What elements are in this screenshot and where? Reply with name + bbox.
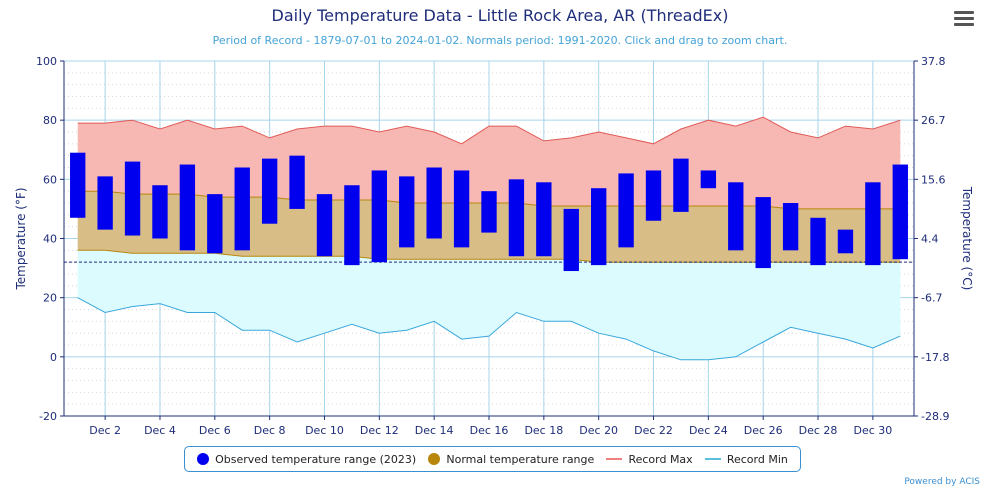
observed-range-bar <box>865 182 881 266</box>
y-tick-label: 60 <box>43 173 57 186</box>
observed-range-bar <box>179 164 196 251</box>
observed-range-bar <box>673 158 689 212</box>
x-tick-label: Dec 30 <box>853 424 892 437</box>
observed-range-bar <box>700 170 717 189</box>
record-max-band <box>77 117 901 209</box>
y-axis-title: Temperature (°F) <box>14 187 28 290</box>
observed-range-bar <box>261 158 278 224</box>
x-tick-label: Dec 8 <box>254 424 286 437</box>
observed-range-bar <box>508 179 525 257</box>
observed-range-bar <box>344 185 360 266</box>
y-tick-label: 100 <box>36 55 57 68</box>
y-tick-label: 20 <box>43 292 57 305</box>
y2-tick-label: 15.6 <box>921 173 946 186</box>
y-tick-label: 80 <box>43 114 57 127</box>
legend-marker-normal <box>428 453 441 465</box>
observed-range-bar <box>755 197 771 269</box>
x-tick-label: Dec 4 <box>144 424 176 437</box>
hamburger-menu-icon[interactable] <box>950 8 978 30</box>
observed-range-bar <box>97 176 113 230</box>
y2-tick-label: 4.4 <box>921 233 939 246</box>
legend-label-record-max: Record Max <box>628 452 693 466</box>
x-tick-label: Dec 22 <box>634 424 673 437</box>
observed-range-bar <box>892 164 908 260</box>
y2-tick-label: 37.8 <box>921 55 946 68</box>
legend-marker-record-max <box>606 458 623 460</box>
legend-item-record-min[interactable]: Record Min <box>704 452 788 466</box>
legend-marker-record-min <box>704 458 721 460</box>
observed-range-bar <box>810 217 826 266</box>
x-tick-label: Dec 2 <box>89 424 121 437</box>
observed-range-bar <box>536 182 552 257</box>
y2-tick-label: -17.8 <box>921 351 949 364</box>
observed-range-bar <box>837 229 854 254</box>
observed-range-bar <box>289 155 305 209</box>
legend-item-normal[interactable]: Normal temperature range <box>428 453 594 466</box>
x-tick-label: Dec 20 <box>579 424 618 437</box>
legend-item-observed[interactable]: Observed temperature range (2023) <box>197 453 416 466</box>
chart-title: Daily Temperature Data - Little Rock Are… <box>271 6 729 25</box>
chart-subtitle: Period of Record - 1879-07-01 to 2024-01… <box>212 34 788 47</box>
observed-range-bar <box>124 161 141 236</box>
observed-range-bar <box>70 152 86 218</box>
y2-tick-label: -6.7 <box>921 292 942 305</box>
y2-tick-label: 26.7 <box>921 114 946 127</box>
record-min-band <box>77 250 901 360</box>
observed-range-bar <box>426 167 442 239</box>
y-tick-label: 0 <box>50 351 57 364</box>
x-tick-label: Dec 14 <box>415 424 454 437</box>
observed-range-bar <box>618 173 634 248</box>
legend-label-record-min: Record Min <box>726 452 788 466</box>
record-min-series-line <box>77 297 901 361</box>
legend-label-observed: Observed temperature range (2023) <box>215 452 417 466</box>
legend: Observed temperature range (2023) Normal… <box>184 446 801 472</box>
y2-axis-title: Temperature (°C) <box>960 186 974 291</box>
x-tick-label: Dec 24 <box>689 424 728 437</box>
observed-range-bar <box>563 208 579 272</box>
legend-item-record-max[interactable]: Record Max <box>606 452 693 466</box>
observed-range-bar <box>316 194 333 257</box>
y-tick-label: 40 <box>43 233 57 246</box>
x-tick-label: Dec 18 <box>524 424 563 437</box>
y2-tick-label: -28.9 <box>921 410 949 423</box>
x-tick-label: Dec 12 <box>360 424 399 437</box>
observed-range-bar <box>234 167 250 251</box>
legend-marker-observed <box>197 453 210 465</box>
legend-label-normal: Normal temperature range <box>446 452 595 466</box>
x-tick-label: Dec 16 <box>470 424 509 437</box>
observed-range-bar <box>207 194 223 254</box>
observed-range-bar <box>645 170 662 221</box>
observed-range-bar <box>728 182 744 251</box>
observed-range-bar <box>591 188 607 266</box>
observed-range-bar <box>782 203 799 251</box>
observed-range-bar <box>399 176 415 248</box>
y-tick-label: -20 <box>39 410 57 423</box>
observed-range-bar <box>371 170 387 263</box>
credits-link[interactable]: Powered by ACIS <box>904 477 980 487</box>
x-tick-label: Dec 26 <box>744 424 783 437</box>
record-max-series-line <box>77 116 901 145</box>
x-tick-label: Dec 6 <box>199 424 231 437</box>
x-tick-label: Dec 10 <box>305 424 344 437</box>
x-tick-label: Dec 28 <box>799 424 838 437</box>
observed-range-bar <box>481 191 497 233</box>
observed-range-bar <box>453 170 470 248</box>
observed-range-bar <box>152 185 168 239</box>
